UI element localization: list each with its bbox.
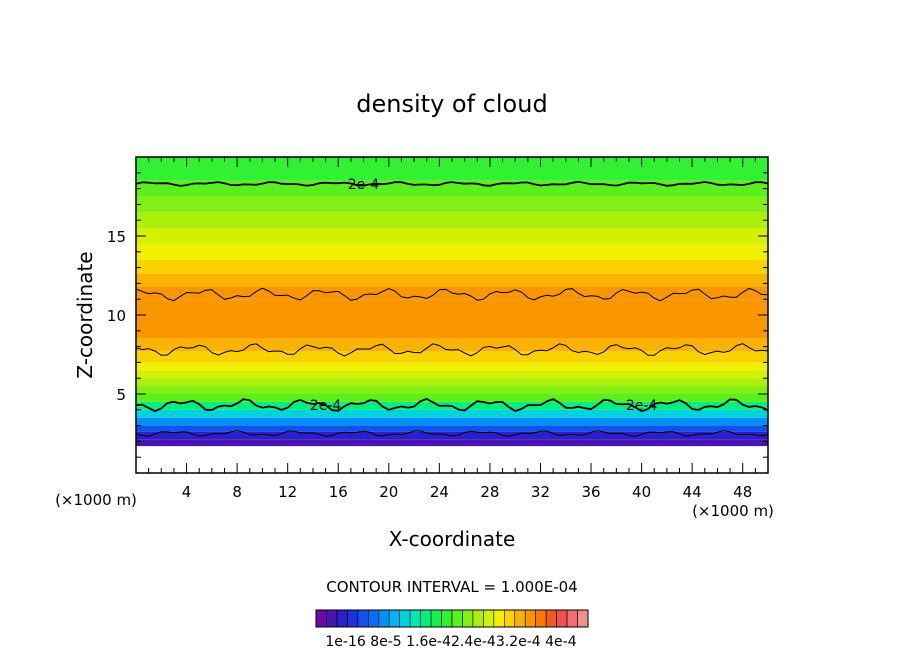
- heatmap-band: [136, 273, 768, 287]
- colorbar-swatch: [577, 609, 589, 628]
- contour-labels: 2e-4 2e-4 2e-4: [310, 177, 658, 414]
- y-axis-ticks: 5 10 15: [107, 172, 768, 458]
- heatmap-band: [136, 243, 768, 260]
- colorbar-swatch: [399, 609, 411, 628]
- colorbar-swatch: [441, 609, 453, 628]
- x-tick-label: 40: [632, 483, 651, 501]
- x-axis-label: X-coordinate: [389, 527, 516, 551]
- chart-title: density of cloud: [356, 90, 547, 118]
- x-tick-label: 8: [232, 483, 242, 501]
- colorbar-swatch: [368, 609, 380, 628]
- contour-label: 2e-4: [310, 398, 342, 414]
- colorbar-swatch: [357, 609, 369, 628]
- colorbar-swatch: [347, 609, 359, 628]
- heatmap-band: [136, 259, 768, 274]
- x-tick-label: 24: [430, 483, 449, 501]
- contour-line: [136, 180, 768, 187]
- x-tick-label: 16: [329, 483, 348, 501]
- heatmap-band: [136, 351, 768, 363]
- colorbar-swatch: [315, 609, 327, 628]
- colorbar-swatch: [472, 609, 484, 628]
- heatmap-band: [136, 394, 768, 402]
- heatmap-band: [136, 315, 768, 339]
- colorbar-swatch: [483, 609, 495, 628]
- contour-interval-text: CONTOUR INTERVAL = 1.000E-04: [326, 578, 577, 596]
- colorbar-swatch: [514, 609, 526, 628]
- x-tick-label: 44: [683, 483, 702, 501]
- contour-lines: [136, 180, 768, 437]
- y-tick-label: 10: [107, 307, 126, 325]
- colorbar-swatch: [420, 609, 432, 628]
- y-tick-label: 15: [107, 228, 126, 246]
- colorbar-swatch: [336, 609, 348, 628]
- heatmap-band: [136, 196, 768, 213]
- colorbar-swatch: [378, 609, 390, 628]
- contour-label: 2e-4: [348, 177, 380, 193]
- contour-label: 2e-4: [626, 398, 658, 414]
- colorbar-swatch: [493, 609, 505, 628]
- y-axis-label: Z-coordinate: [73, 251, 97, 378]
- plot-heatmap: [136, 157, 768, 447]
- x-unit-label-left: (×1000 m): [55, 491, 137, 509]
- heatmap-band: [136, 338, 768, 352]
- heatmap-band: [136, 180, 768, 197]
- colorbar-swatch: [462, 609, 474, 628]
- colorbar-swatch: [535, 609, 547, 628]
- colorbar-frame: [315, 609, 589, 628]
- colorbar-swatch: [524, 609, 536, 628]
- x-axis-ticks: 4 8 12 16 20 24 28 32 36 40 44 48: [148, 157, 756, 501]
- heatmap-band: [136, 417, 768, 426]
- heatmap-band: [136, 228, 768, 244]
- heatmap-band: [136, 439, 768, 447]
- contour-line: [136, 287, 768, 302]
- x-tick-label: 12: [278, 483, 297, 501]
- contour-line: [136, 397, 768, 413]
- y-tick-label: 5: [116, 386, 126, 404]
- heatmap-band: [136, 157, 768, 181]
- contour-line: [136, 343, 768, 357]
- contour-line: [136, 429, 768, 437]
- colorbar-swatch: [430, 609, 442, 628]
- colorbar-tick-labels: 1e-16 8e-5 1.6e-42.4e-43.2e-4 4e-4: [325, 634, 576, 650]
- colorbar-swatch: [545, 609, 557, 628]
- heatmap-band: [136, 370, 768, 379]
- heatmap-band: [136, 299, 768, 315]
- colorbar-swatch: [504, 609, 516, 628]
- x-unit-label-right: (×1000 m): [692, 502, 774, 520]
- x-tick-label: 48: [733, 483, 752, 501]
- colorbar-swatch: [566, 609, 578, 628]
- colorbar-swatch: [326, 609, 338, 628]
- colorbar-swatch: [409, 609, 421, 628]
- colorbar-swatch: [556, 609, 568, 628]
- heatmap-band: [136, 409, 768, 418]
- heatmap-band: [136, 362, 768, 371]
- heatmap-band: [136, 425, 768, 432]
- colorbar-swatch: [388, 609, 400, 628]
- heatmap-band: [136, 386, 768, 394]
- x-tick-label: 4: [182, 483, 192, 501]
- colorbar-swatch: [451, 609, 463, 628]
- x-tick-label: 36: [581, 483, 600, 501]
- x-tick-label: 28: [480, 483, 499, 501]
- colorbar: [315, 609, 589, 628]
- x-tick-label: 32: [531, 483, 550, 501]
- heatmap-band: [136, 378, 768, 387]
- heatmap-band: [136, 212, 768, 229]
- x-tick-label: 20: [379, 483, 398, 501]
